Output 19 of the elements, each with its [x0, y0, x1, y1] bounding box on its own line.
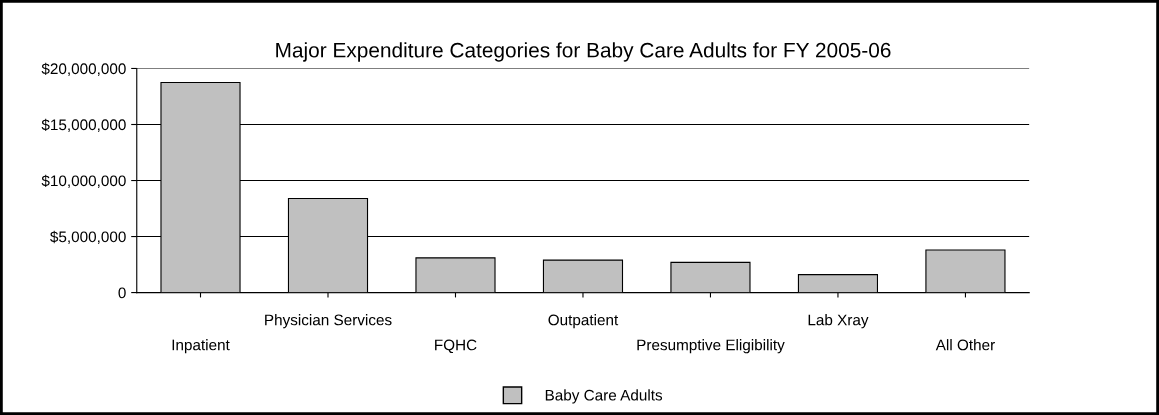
y-tick-label: 0: [118, 287, 126, 299]
x-tick-label: FQHC: [435, 339, 477, 354]
x-tick-label: Physician Services: [265, 314, 392, 329]
bar: [670, 261, 751, 293]
y-tick-label: $5,000,000: [50, 230, 126, 245]
legend-label: Baby Care Adults: [545, 389, 663, 404]
y-tick-label: $10,000,000: [41, 174, 126, 189]
bar: [797, 274, 879, 293]
y-tick-label: $20,000,000: [41, 62, 126, 76]
x-tick-label: Inpatient: [172, 339, 230, 354]
x-tick-label: Lab Xray: [808, 314, 869, 329]
x-tick-label: Outpatient: [548, 314, 619, 329]
x-tick-label: All Other: [935, 339, 995, 351]
chart-title: Major Expenditure Categories for Baby Care Adults for FY 2005-06: [276, 42, 891, 62]
bar: [542, 259, 624, 293]
y-tick-label: $15,000,000: [41, 118, 126, 132]
bar: [415, 257, 496, 293]
x-tick-label: Presumptive Eligibility: [637, 339, 785, 354]
bar: [925, 249, 1006, 293]
